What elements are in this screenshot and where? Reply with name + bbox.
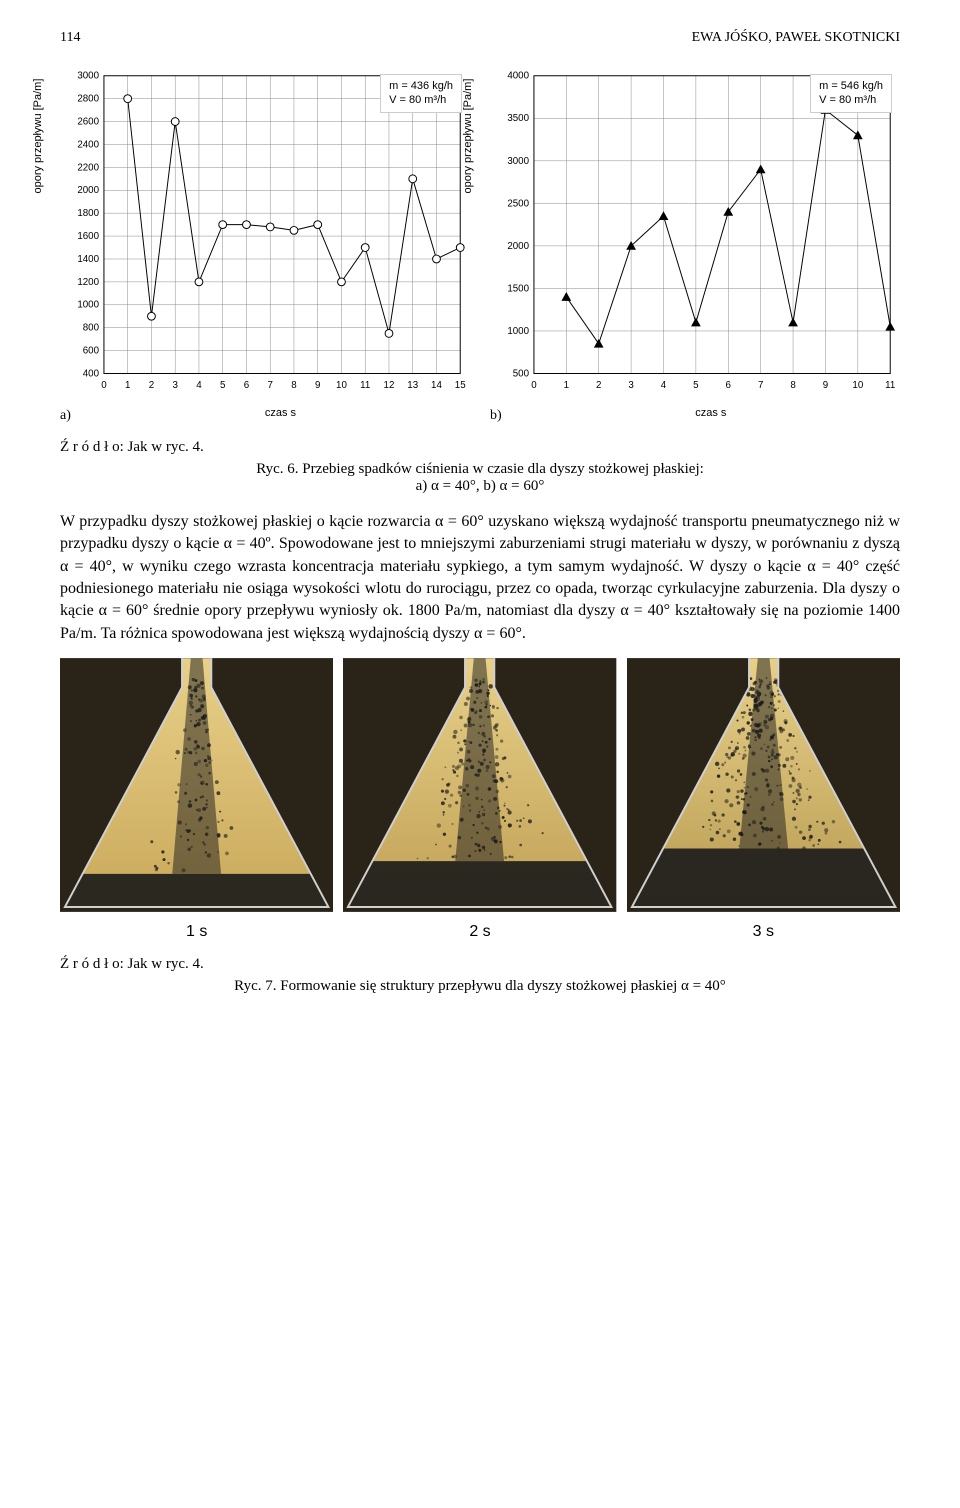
chart-a-ylabel: opory przepływu [Pa/m] (32, 79, 44, 194)
photo-frame: 3 s (627, 655, 900, 941)
svg-text:10: 10 (336, 380, 347, 391)
chart-a: opory przepływu [Pa/m] 01234567891011121… (60, 66, 470, 424)
photos-row: 1 s 2 s 3 s (60, 655, 900, 941)
chart-b-xlabel: czas s (522, 407, 900, 419)
svg-text:1800: 1800 (77, 208, 99, 219)
svg-text:7: 7 (267, 380, 272, 391)
svg-text:1600: 1600 (77, 231, 99, 242)
svg-text:6: 6 (244, 380, 249, 391)
main-paragraph: W przypadku dyszy stożkowej płaskiej o k… (60, 511, 900, 645)
svg-text:1000: 1000 (507, 326, 529, 337)
flow-photo-1 (60, 655, 333, 915)
photo-label: 3 s (753, 923, 774, 941)
svg-text:2500: 2500 (507, 198, 529, 209)
svg-text:2400: 2400 (77, 139, 99, 150)
chart-b: opory przepływu [Pa/m] 01234567891011500… (490, 66, 900, 424)
chart-a-label: a) (60, 408, 71, 424)
svg-text:500: 500 (513, 368, 530, 379)
flow-photo-3 (627, 655, 900, 915)
photo-frame: 2 s (343, 655, 616, 941)
svg-text:14: 14 (431, 380, 442, 391)
chart-b-ylabel: opory przepływu [Pa/m] (462, 79, 474, 194)
svg-text:6: 6 (726, 380, 731, 391)
svg-text:8: 8 (291, 380, 296, 391)
svg-text:15: 15 (455, 380, 466, 391)
svg-text:8: 8 (790, 380, 795, 391)
svg-text:5: 5 (220, 380, 226, 391)
source-line-2: Ź r ó d ł o: Jak w ryc. 4. (60, 956, 900, 973)
chart-b-svg: 0 1 2 3 4 5 6 7 8 9 10 11 500 1000 1500 2000 2500 3000 350… (490, 66, 900, 398)
svg-text:3000: 3000 (77, 71, 99, 82)
svg-text:2600: 2600 (77, 116, 99, 127)
svg-text:1000: 1000 (77, 300, 99, 311)
photo-label: 2 s (469, 923, 490, 941)
svg-text:3: 3 (628, 380, 633, 391)
photo-frame: 1 s (60, 655, 333, 941)
svg-text:9: 9 (823, 380, 828, 391)
svg-text:2200: 2200 (77, 162, 99, 173)
svg-text:11: 11 (360, 380, 370, 391)
svg-text:5: 5 (693, 380, 699, 391)
svg-text:3: 3 (172, 380, 177, 391)
ryc7-caption: Ryc. 7. Formowanie się struktury przepły… (60, 978, 900, 995)
chart-b-label: b) (490, 408, 502, 424)
svg-text:3000: 3000 (507, 156, 529, 167)
svg-text:1200: 1200 (77, 277, 99, 288)
chart-a-xlabel: czas s (91, 407, 470, 419)
svg-text:2: 2 (596, 380, 601, 391)
svg-text:12: 12 (384, 380, 395, 391)
svg-text:4: 4 (661, 380, 667, 391)
chart-b-params: m = 546 kg/h V = 80 m³/h (810, 74, 892, 113)
svg-text:11: 11 (885, 380, 895, 391)
svg-text:2000: 2000 (77, 185, 99, 196)
chart-a-params: m = 436 kg/h V = 80 m³/h (380, 74, 462, 113)
svg-text:0: 0 (531, 380, 537, 391)
page-number: 114 (60, 30, 80, 46)
svg-text:7: 7 (758, 380, 763, 391)
svg-text:1: 1 (125, 380, 130, 391)
svg-text:0: 0 (101, 380, 107, 391)
chart-a-svg: 0123456789101112131415400600800100012001… (60, 66, 470, 398)
svg-text:600: 600 (83, 346, 100, 357)
svg-text:400: 400 (83, 368, 100, 379)
svg-text:9: 9 (315, 380, 320, 391)
svg-text:1: 1 (564, 380, 569, 391)
svg-text:800: 800 (83, 323, 100, 334)
svg-text:2000: 2000 (507, 241, 529, 252)
svg-text:4000: 4000 (507, 71, 529, 82)
svg-text:1500: 1500 (507, 283, 529, 294)
svg-text:2800: 2800 (77, 94, 99, 105)
ryc6-caption: Ryc. 6. Przebieg spadków ciśnienia w cza… (60, 461, 900, 495)
svg-text:3500: 3500 (507, 113, 529, 124)
svg-text:13: 13 (407, 380, 418, 391)
svg-text:4: 4 (196, 380, 202, 391)
source-line-1: Ź r ó d ł o: Jak w ryc. 4. (60, 439, 900, 456)
flow-photo-2 (343, 655, 616, 915)
svg-text:2: 2 (149, 380, 154, 391)
svg-text:1400: 1400 (77, 254, 99, 265)
photo-label: 1 s (186, 923, 207, 941)
svg-text:10: 10 (852, 380, 863, 391)
authors: EWA JÓŚKO, PAWEŁ SKOTNICKI (692, 30, 900, 46)
